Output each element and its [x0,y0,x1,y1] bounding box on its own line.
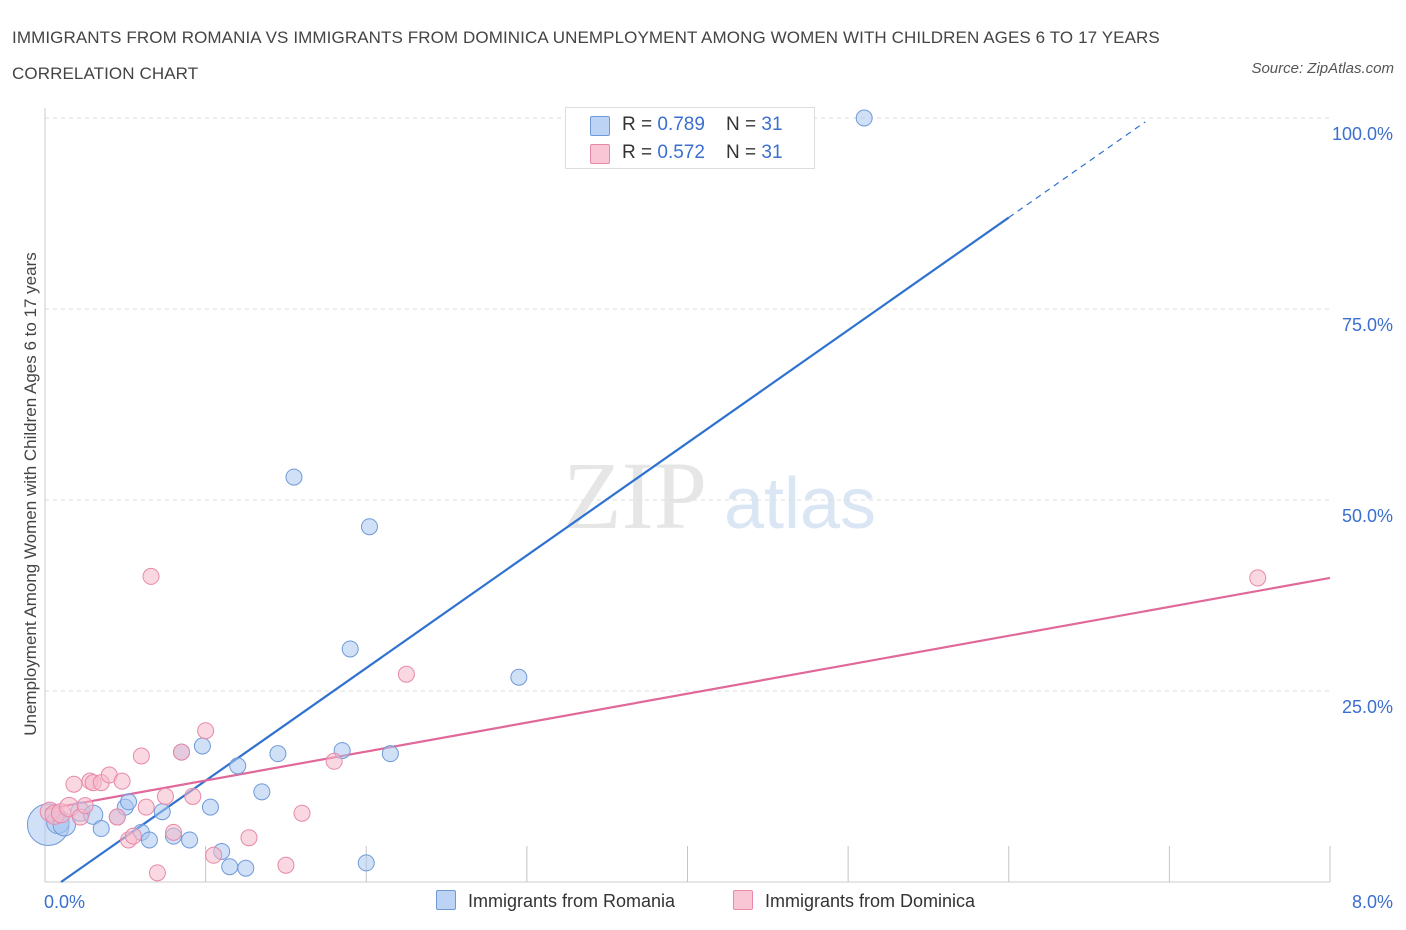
scatter-point-dominica [1249,569,1267,587]
trend-line-dominica [44,576,1331,811]
scatter-point-romania [510,668,528,686]
scatter-point-romania [221,858,239,876]
scatter-point-dominica [184,787,202,805]
scatter-point-dominica [293,804,311,822]
scatter-point-dominica [197,722,215,740]
legend-swatch-romania [436,890,456,910]
scatter-point-romania [181,831,199,849]
scatter-point-romania [253,783,271,801]
legend-label-dominica: Immigrants from Dominica [765,891,976,911]
scatter-point-dominica [108,808,126,826]
scatter-point-dominica [325,752,343,770]
scatter-point-romania [201,798,219,816]
legend-swatch-dominica [590,144,610,164]
scatter-point-dominica [205,846,223,864]
n-label: N = [726,114,762,135]
watermark-zip: ZIP [563,442,707,549]
scatter-point-romania [269,745,287,763]
axes [44,108,1331,883]
x-tick-labels: 0.0% 8.0% [44,892,1393,912]
x-tick-label-min: 0.0% [44,892,85,912]
gridlines [45,117,1330,692]
scatter-point-romania [855,109,873,127]
y-tick-labels: 100.0% 75.0% 50.0% 25.0% [1332,124,1393,717]
x-tick-label-max: 8.0% [1352,892,1393,912]
legend-item-dominica: Immigrants from Dominica [733,890,975,912]
r-label: R = [622,142,658,163]
r-label: R = [622,114,658,135]
r-value: 0.572 [657,142,705,163]
watermark-atlas: atlas [724,464,876,544]
n-value: 31 [761,142,783,163]
scatter-point-romania [120,793,138,811]
scatter-point-dominica [173,743,191,761]
scatter-point-dominica [137,798,155,816]
scatter-point-dominica [132,747,150,765]
scatter-point-romania [357,854,375,872]
trend-lines [44,121,1331,883]
scatter-point-dominica [65,775,83,793]
y-axis-label: Unemployment Among Women with Children A… [21,252,40,736]
y-tick-label: 25.0% [1342,697,1393,717]
scatter-point-dominica [240,829,258,847]
scatter-point-romania [140,831,158,849]
scatter-point-romania [237,859,255,877]
legend-text-dominica: R = 0.572 N = 31 [622,142,783,164]
n-label: N = [726,142,762,163]
scatter-point-romania [285,468,303,486]
scatter-point-romania [341,640,359,658]
trend-line-romania [60,216,1010,883]
trend-line-extension-romania [1008,121,1146,219]
legend-label-romania: Immigrants from Romania [468,891,676,911]
legend-swatch-romania [590,116,610,136]
data-points [26,109,1267,882]
legend-item-romania: Immigrants from Romania [436,890,675,912]
correlation-legend: R = 0.789 N = 31 R = 0.572 N = 31 [565,107,815,169]
scatter-point-dominica [142,567,160,585]
scatter-point-romania [193,737,211,755]
y-tick-label: 50.0% [1342,506,1393,526]
scatter-point-dominica [148,864,166,882]
scatter-point-dominica [165,823,182,841]
y-tick-label: 75.0% [1342,315,1393,335]
scatter-point-dominica [397,665,415,683]
scatter-point-dominica [124,827,142,845]
scatter-point-romania [153,803,171,821]
legend-swatch-dominica [733,890,753,910]
source-label: Source: ZipAtlas.com [1251,60,1394,77]
scatter-point-romania [381,745,399,763]
chart-title: IMMIGRANTS FROM ROMANIA VS IMMIGRANTS FR… [12,28,1160,83]
scatter-point-dominica [113,772,131,790]
scatter-point-dominica [156,787,174,805]
r-value: 0.789 [657,114,705,135]
series-legend: Immigrants from Romania Immigrants from … [0,890,1406,916]
scatter-point-romania [229,757,247,775]
legend-text-romania: R = 0.789 N = 31 [622,114,783,136]
scatter-point-dominica [277,856,295,874]
y-tick-label: 100.0% [1332,124,1393,144]
watermark: ZIP atlas [563,442,876,549]
scatter-point-romania [360,518,378,536]
n-value: 31 [761,114,783,135]
scatter-point-romania [92,820,110,838]
scatter-point-dominica [76,797,94,815]
